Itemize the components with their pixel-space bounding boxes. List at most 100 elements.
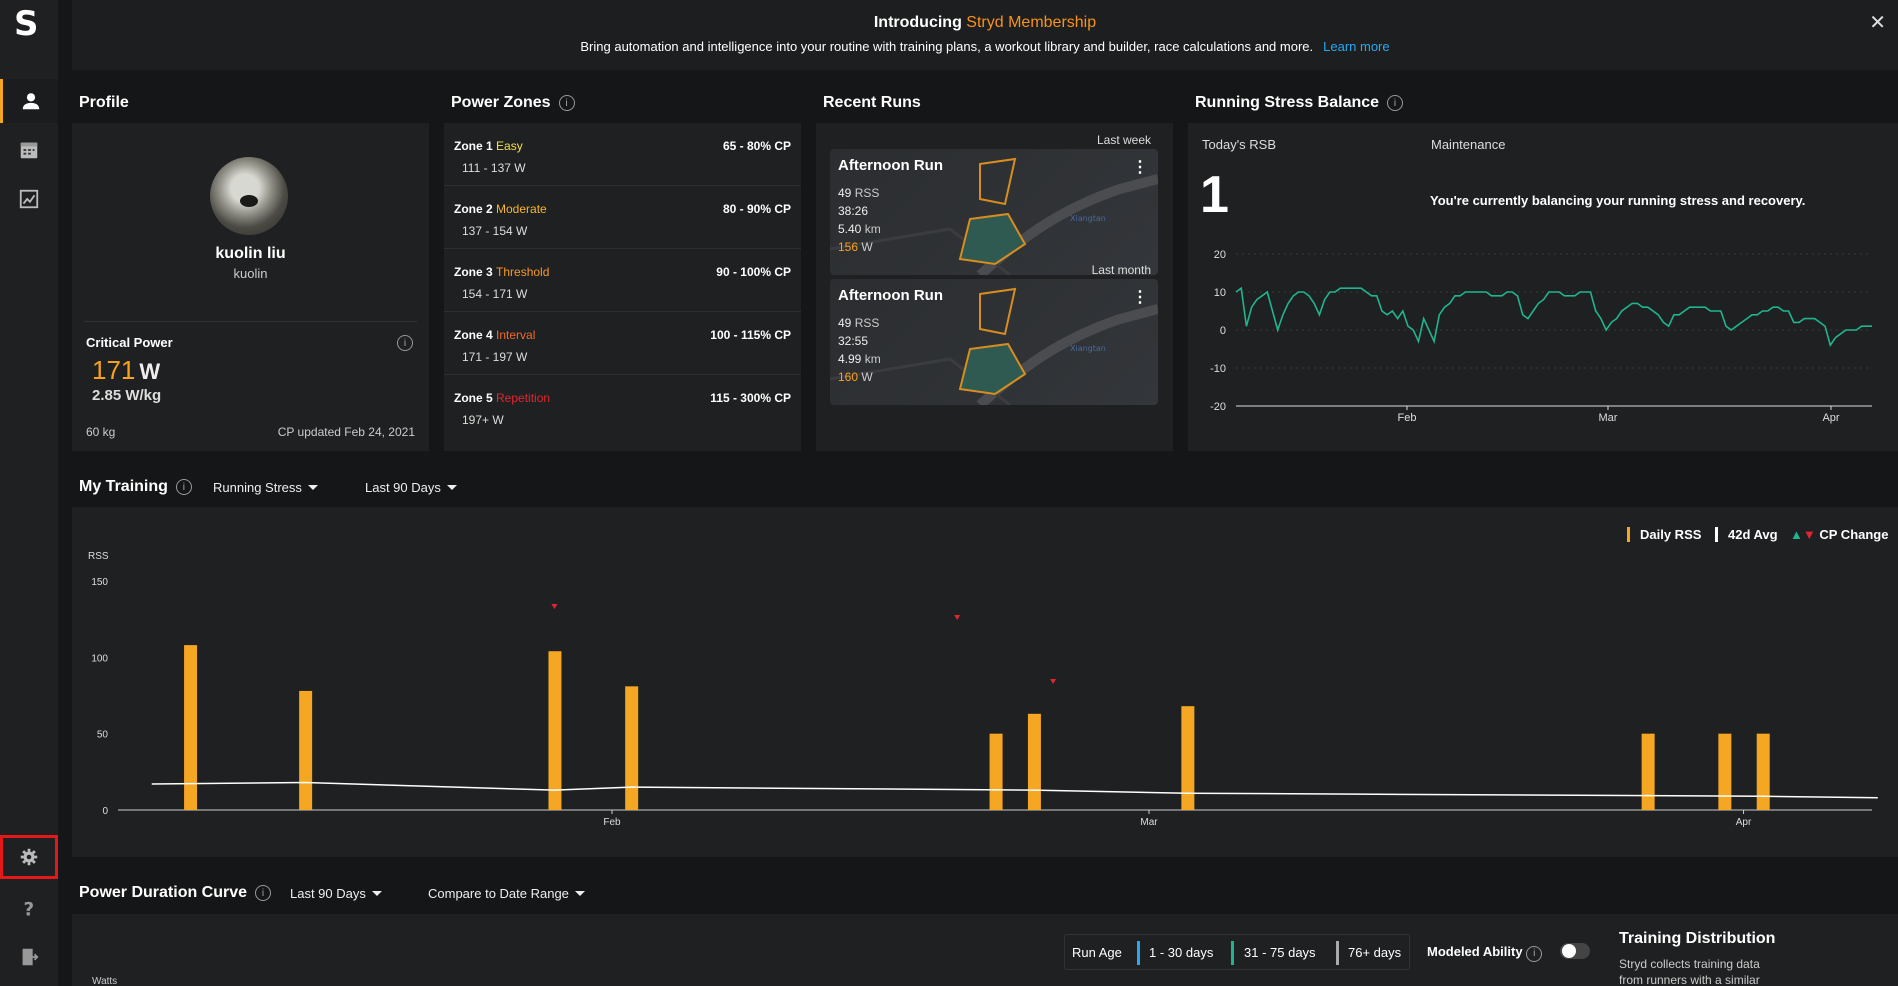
training-chart: RSS 150 100 50 0 Feb Mar Apr [88,551,1878,828]
svg-text:Xiangtan: Xiangtan [1070,214,1106,223]
daily-rss-bar[interactable] [299,690,313,810]
x-tick-label: Mar [1140,817,1158,828]
compare-date-range-dropdown[interactable]: Compare to Date Range [428,886,585,901]
profile-heading: Profile [79,94,129,111]
chevron-down-icon [371,891,382,896]
run-duration: 32:55 [838,334,869,348]
y-axis-title: RSS [88,551,109,562]
rsb-status-label: Maintenance [1431,137,1506,152]
info-icon[interactable]: i [397,335,413,351]
logout-icon[interactable] [0,935,58,979]
zone-watts-range: 137 - 154 W [462,224,528,238]
y-tick-label: 100 [91,653,108,664]
banner-subtitle: Bring automation and intelligence into y… [580,39,1390,54]
sidebar: S ? [0,0,58,986]
daily-rss-bar[interactable] [989,733,1003,810]
age-2-filter[interactable]: 31 - 75 days [1244,945,1316,960]
calendar-nav-icon[interactable] [0,128,58,172]
my-training-heading: My Training i [79,478,192,496]
run-card[interactable]: Xiangtan Afternoon Run ⋮ 49 RSS 38:26 5.… [830,149,1158,275]
legend-daily-rss[interactable]: Daily RSS [1627,527,1701,542]
cp-change-marker[interactable] [1050,679,1057,684]
help-icon[interactable]: ? [0,886,58,930]
daily-rss-bar[interactable] [1718,733,1732,810]
settings-gear-icon[interactable] [0,835,58,879]
run-card[interactable]: Xiangtan Afternoon Run ⋮ 49 RSS 32:55 4.… [830,279,1158,405]
y-tick-label: 0 [1220,325,1226,337]
rsb-message: You're currently balancing your running … [1430,193,1806,208]
power-duration-heading: Power Duration Curve i [79,884,272,902]
stryd-logo[interactable]: S [14,4,39,44]
cp-change-marker[interactable] [954,615,961,620]
run-rss: 49 RSS [838,316,880,330]
run-period-label: Last week [1096,133,1151,147]
zone-cp-percent: 115 - 300% CP [710,391,791,405]
x-tick-label: Mar [1599,412,1618,424]
modeled-ability-label: Modeled Ability i [1427,944,1543,962]
daily-rss-bar[interactable] [1181,706,1195,810]
age-1-filter[interactable]: 1 - 30 days [1149,945,1214,960]
rsb-heading: Running Stress Balance i [1195,94,1404,112]
run-title: Afternoon Run [838,157,943,174]
profile-nav-icon[interactable] [0,79,58,123]
critical-power-value: 171 W [92,355,161,385]
info-icon[interactable]: i [255,885,272,901]
legend-cp-change[interactable]: ▲▼ CP Change [1790,527,1889,542]
y-tick-label: 10 [1214,287,1226,299]
zone-watts-range: 111 - 137 W [462,161,526,175]
daily-rss-bar[interactable] [184,645,198,810]
learn-more-link[interactable]: Learn more [1323,39,1390,54]
daily-rss-bar[interactable] [1756,733,1770,810]
run-duration: 38:26 [838,204,869,218]
daily-rss-bar[interactable] [548,651,562,810]
recent-runs-heading: Recent Runs [823,94,921,111]
chevron-down-icon [307,485,318,490]
zone-row: Zone 3 Threshold 154 - 171 W 90 - 100% C… [444,249,801,312]
run-distance: 5.40 km [838,222,881,236]
todays-rsb-value: 1 [1200,166,1229,224]
training-card: Daily RSS 42d Avg ▲▼ CP Change RSS 150 100… [72,507,1898,857]
run-title: Afternoon Run [838,287,943,304]
zone-cp-percent: 65 - 80% CP [722,139,791,153]
info-icon[interactable]: i [1387,95,1404,111]
avg-42d-line [151,781,1878,799]
zone-cp-percent: 80 - 90% CP [722,202,791,216]
run-rss: 49 RSS [838,186,880,200]
power-zones-heading: Power Zones i [451,94,575,112]
profile-card: kuolin liu kuolin Critical Power i 171 W … [72,123,429,451]
watts-axis-title: Watts [92,976,118,986]
daily-rss-bar[interactable] [625,686,639,810]
zone-row: Zone 4 Interval 171 - 197 W 100 - 115% C… [444,312,801,375]
analysis-nav-icon[interactable] [0,177,58,221]
banner-title-accent: Stryd Membership [966,14,1097,31]
power-to-weight: 2.85 W/kg [92,387,162,404]
close-icon[interactable]: ✕ [1869,12,1886,34]
avatar[interactable] [210,157,288,235]
legend-42d-avg[interactable]: 42d Avg [1715,527,1778,542]
age-3-filter[interactable]: 76+ days [1348,945,1402,960]
todays-rsb-label: Today's RSB [1202,137,1277,152]
info-icon[interactable]: i [1526,945,1543,962]
pdc-range-dropdown[interactable]: Last 90 Days [290,886,382,901]
power-duration-card: Watts Training Distribution Stryd collec… [72,914,1898,986]
more-options-icon[interactable]: ⋮ [1132,289,1148,306]
info-icon[interactable]: i [175,479,192,495]
metric-dropdown[interactable]: Running Stress [213,480,318,495]
y-tick-label: 50 [97,730,109,741]
zone-row: Zone 5 Repetition 197+ W 115 - 300% CP [444,375,801,438]
zone-row: Zone 1 Easy 111 - 137 W 65 - 80% CP [444,123,801,186]
chevron-down-icon [574,891,585,896]
zone-cp-percent: 90 - 100% CP [716,265,791,279]
zone-name: Zone 3 Threshold [454,265,550,279]
more-options-icon[interactable]: ⋮ [1132,159,1148,176]
membership-banner: Introducing Stryd Membership Bring autom… [72,0,1898,70]
zone-name: Zone 1 Easy [454,139,523,153]
info-icon[interactable]: i [558,95,575,111]
power-zones-card: Zone 1 Easy 111 - 137 W 65 - 80% CP Zone … [444,123,801,451]
rsb-chart: 20 10 0 -10 -20 Feb Mar Apr [1210,249,1872,424]
daily-rss-bar[interactable] [1027,713,1041,810]
training-range-dropdown[interactable]: Last 90 Days [365,480,457,495]
cp-change-marker[interactable] [551,604,558,609]
modeled-ability-toggle[interactable] [1560,943,1590,959]
daily-rss-bar[interactable] [1641,733,1655,810]
